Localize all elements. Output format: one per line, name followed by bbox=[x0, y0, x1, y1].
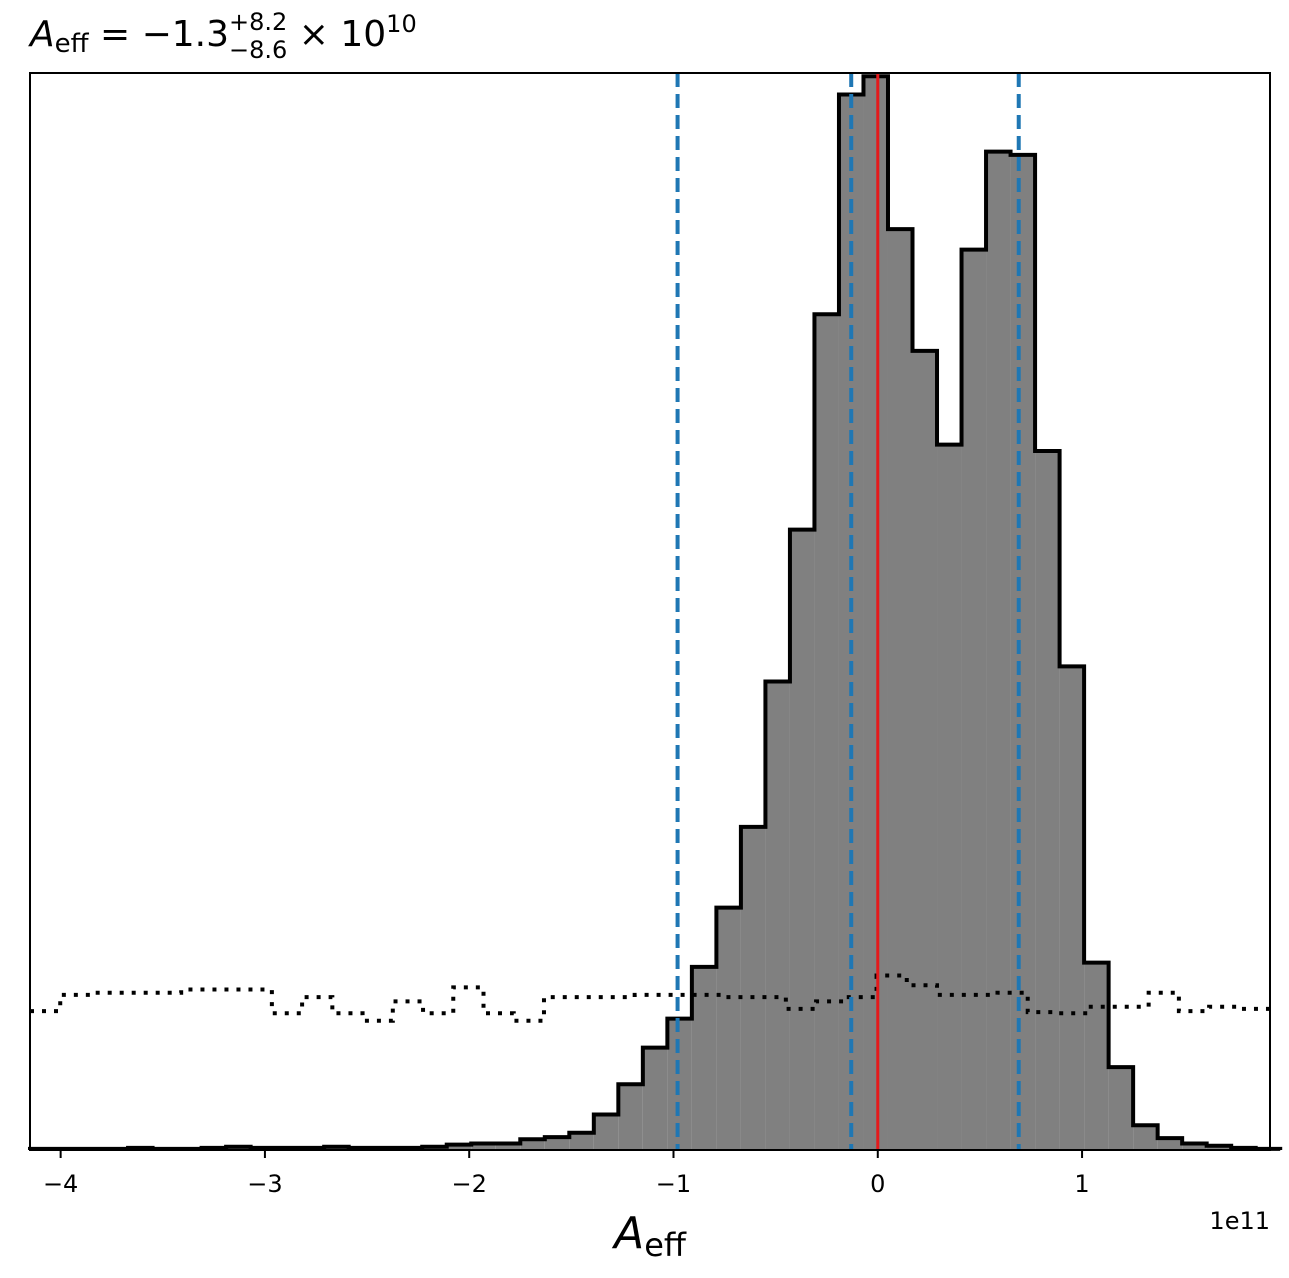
posterior-bar bbox=[986, 151, 1011, 1151]
axes-frame bbox=[29, 72, 1271, 1151]
posterior-bar bbox=[740, 826, 766, 1150]
x-tick-label: −1 bbox=[656, 1170, 691, 1198]
x-axis-label: Aeff bbox=[611, 1208, 687, 1264]
plot-area bbox=[28, 73, 1283, 1151]
x-tick-label: 0 bbox=[870, 1170, 885, 1198]
posterior-bar bbox=[887, 229, 913, 1151]
posterior-bar bbox=[495, 1143, 521, 1150]
posterior-bar bbox=[716, 907, 741, 1150]
posterior-bar bbox=[618, 1084, 643, 1150]
title-times: × 10 bbox=[287, 14, 386, 55]
posterior-bar bbox=[1035, 451, 1060, 1151]
x-tick-label: 1 bbox=[1074, 1170, 1089, 1198]
posterior-bar bbox=[569, 1132, 594, 1150]
posterior-bar bbox=[1059, 666, 1085, 1150]
posterior-bar bbox=[789, 529, 815, 1150]
title-subscript: eff bbox=[55, 29, 90, 59]
title-symbol: A bbox=[28, 14, 55, 55]
title-upper: +8.2 bbox=[229, 8, 287, 36]
posterior-bar bbox=[471, 1143, 496, 1150]
posterior-bar bbox=[1133, 1125, 1158, 1150]
posterior-bar bbox=[1010, 154, 1036, 1151]
posterior-bar bbox=[765, 681, 790, 1150]
posterior-bar bbox=[544, 1137, 570, 1150]
xlabel-subscript: eff bbox=[644, 1226, 687, 1264]
chart-title: Aeff = −1.3+8.2 −8.6 × 1010 bbox=[28, 8, 417, 64]
x-ticks: −4 −3 −2 −1 0 1 bbox=[43, 1150, 1090, 1198]
posterior-bar bbox=[642, 1047, 668, 1150]
posterior-bar bbox=[446, 1144, 472, 1150]
posterior-bar bbox=[961, 249, 987, 1151]
posterior-bar bbox=[1182, 1143, 1207, 1150]
x-offset-label: 1e11 bbox=[1209, 1207, 1270, 1235]
x-tick-label: −4 bbox=[43, 1170, 78, 1198]
title-lower: −8.6 bbox=[229, 36, 287, 64]
posterior-outline bbox=[28, 74, 1283, 1151]
posterior-bar bbox=[1157, 1138, 1183, 1150]
x-tick-label: −3 bbox=[247, 1170, 282, 1198]
posterior-bar bbox=[1108, 1067, 1134, 1150]
posterior-bar bbox=[520, 1139, 545, 1150]
posterior-bar bbox=[814, 314, 839, 1150]
title-exponent: 10 bbox=[386, 10, 417, 38]
posterior-bar bbox=[1084, 962, 1109, 1150]
posterior-bar bbox=[667, 1018, 692, 1150]
posterior-bar bbox=[863, 76, 888, 1151]
posterior-bar bbox=[691, 966, 717, 1150]
xlabel-symbol: A bbox=[611, 1208, 644, 1259]
posterior-bar bbox=[593, 1114, 619, 1150]
posterior-bar bbox=[937, 444, 962, 1150]
prior-line bbox=[30, 973, 1270, 1023]
posterior-bar bbox=[1206, 1145, 1232, 1150]
title-equals: = −1.3 bbox=[89, 14, 229, 55]
x-tick-label: −2 bbox=[452, 1170, 487, 1198]
posterior-bar bbox=[912, 350, 938, 1151]
